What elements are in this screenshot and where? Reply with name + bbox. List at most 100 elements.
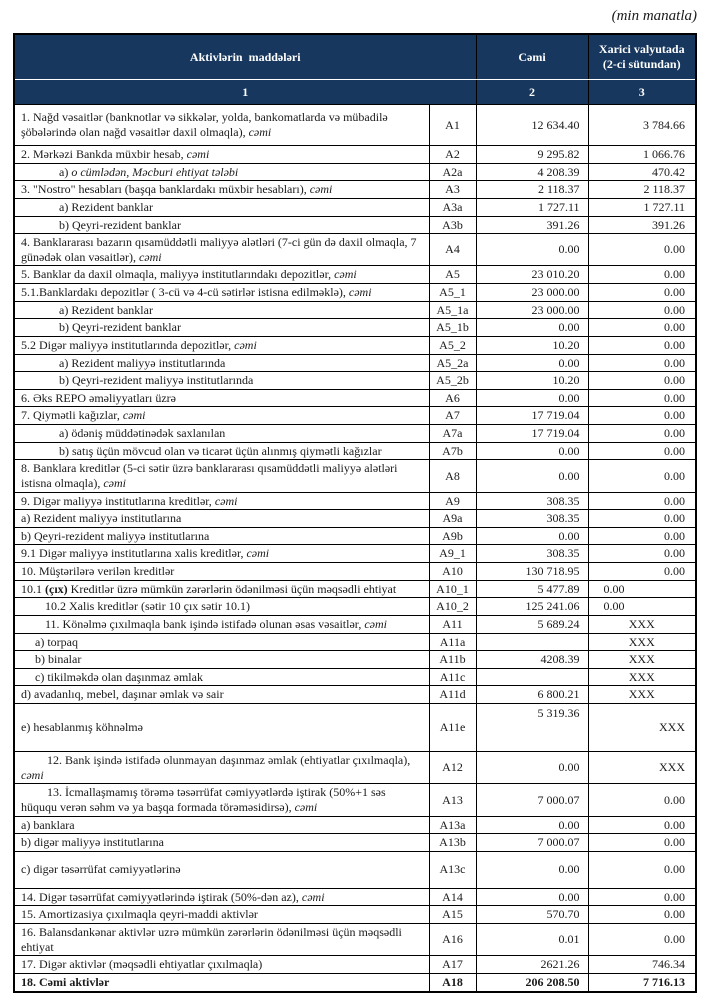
row-code: A13 <box>428 783 477 817</box>
row-label-main: 12. Bank işində istifadə olunmayan daşın… <box>47 753 411 767</box>
row-foreign-value: 0.00 <box>587 318 697 337</box>
row-label-main: b) Qeyri-rezident maliyyə institutlarınd… <box>59 373 254 388</box>
row-foreign-value: 0.00 <box>587 833 697 852</box>
row-foreign-value: 0.00 <box>587 353 697 373</box>
row-foreign-value: 0.00 <box>587 441 697 461</box>
row-foreign-value: 0.00 <box>587 850 697 889</box>
row-code: A5_2b <box>428 371 477 390</box>
row-code: A5_2 <box>428 335 477 355</box>
row-label-main: b) binalar <box>35 652 82 667</box>
row-label: 16. Balansdankənar aktivlər uzrə mümkün … <box>13 922 430 957</box>
row-total-value: 0.00 <box>475 887 589 907</box>
row-total-value: 23 010.20 <box>475 265 589 284</box>
row-foreign-value: 0.00 <box>587 459 697 493</box>
row-label: b) binalar <box>13 650 430 669</box>
row-foreign-value: 0.00 <box>587 905 697 924</box>
row-code: A11d <box>428 685 477 704</box>
table-row: 10.2 Xalis kreditlər (sətir 10 çıx sətir… <box>13 597 697 616</box>
table-row: d) avadanlıq, mebel, daşınar əmlak və sa… <box>13 685 697 704</box>
row-label: a) ödəniş müddətinədək saxlanılan <box>13 424 430 443</box>
row-code: A11e <box>428 703 477 752</box>
row-total-value: 17 719.04 <box>475 406 589 425</box>
row-foreign-value: XXX <box>587 650 697 669</box>
row-total-value: 5 477.89 <box>475 579 589 599</box>
row-foreign-value: 0.00 <box>587 388 697 408</box>
row-total-value: 5 689.24 <box>475 614 589 634</box>
header-colnum-2: 2 <box>475 79 589 105</box>
row-foreign-value: 7 716.13 <box>587 972 697 993</box>
row-foreign-value: 2 118.37 <box>587 180 697 199</box>
row-label-italic: cəmi <box>294 799 318 814</box>
row-label-italic: cəmi <box>246 546 270 561</box>
row-total-value: 9 295.82 <box>475 145 589 164</box>
row-foreign-value: 0.00 <box>587 406 697 425</box>
row-label: b) digər maliyyə institutlarına <box>13 833 430 852</box>
row-foreign-value: 1 727.11 <box>587 197 697 217</box>
row-foreign-value: 0.00 <box>587 233 697 267</box>
row-label-italic: cəmi <box>122 408 146 423</box>
table-row: b) Qeyri-rezident banklar A3b 391.26 391.26 <box>13 215 697 235</box>
row-foreign-value: 0.00 <box>587 283 697 302</box>
row-total-value: 10.20 <box>475 335 589 355</box>
row-foreign-value: XXX <box>587 750 697 785</box>
header-items-label: Aktivlərin maddələri <box>13 33 477 80</box>
row-label-italic: cəmi <box>138 249 162 264</box>
row-label-italic: cəmi <box>21 767 44 782</box>
row-label-italic: cəmi <box>248 125 272 139</box>
row-label-main: c) digər təsərrüfat cəmiyyətlərinə <box>21 862 181 877</box>
row-total-value: 4 208.39 <box>475 162 589 182</box>
row-label: 10.2 Xalis kreditlər (sətir 10 çıx sətir… <box>13 597 430 616</box>
row-code: A13a <box>428 815 477 835</box>
row-foreign-value: XXX <box>587 703 697 752</box>
row-label-italic: o cümlədən, Məcburi ehtiyat tələbi <box>71 164 239 179</box>
header-colnum-3: 3 <box>587 79 697 105</box>
row-code: A12 <box>428 750 477 785</box>
row-code: A10 <box>428 562 477 581</box>
row-total-value: 4208.39 <box>475 650 589 669</box>
table-row: 2. Mərkəzi Bankda müxbir hesab, cəmi A2 9 … <box>13 145 697 164</box>
header-number-row: 1 2 3 <box>13 79 697 105</box>
row-label-main: 16. Balansdankənar aktivlər uzrə mümkün … <box>21 925 402 954</box>
row-label: 17. Digər aktivlər (məqsədli ehtiyatlar … <box>13 955 430 974</box>
row-label-main: 13. İcmallaşmamış törəmə təsərrüfat cəmi… <box>21 785 386 814</box>
row-label-main: b) satış üçün mövcud olan və ticarət üçü… <box>59 443 382 458</box>
row-code: A4 <box>428 233 477 267</box>
row-label-main: 2. Mərkəzi Bankda müxbir hesab, <box>21 147 187 161</box>
row-label-main: 10. Müştərilərə verilən kreditlər <box>21 564 175 578</box>
row-label: c) tikilməkdə olan daşınmaz əmlak <box>13 667 430 687</box>
row-label: 10.1 (çıx) Kreditlər üzrə mümkün zərərlə… <box>13 579 430 599</box>
table-row: 16. Balansdankənar aktivlər uzrə mümkün … <box>13 922 697 957</box>
row-total-value: 0.00 <box>475 441 589 461</box>
row-label: 11. Könəlmə çıxılmaqla bank işində istif… <box>13 614 430 634</box>
row-foreign-value: 0.00 <box>587 509 697 528</box>
row-total-value: 0.00 <box>475 750 589 785</box>
row-code: A11 <box>428 614 477 634</box>
row-code: A11a <box>428 632 477 652</box>
row-label-main: a) banklara <box>21 817 75 832</box>
table-row: 5.2 Digər maliyyə institutlarında depozi… <box>13 335 697 355</box>
row-foreign-value: 0.00 <box>587 544 697 563</box>
row-label-italic: cəmi <box>334 267 357 282</box>
row-label-boldpart: (çıx) <box>45 581 68 596</box>
row-label-main: a) Rezident maliyyə institutlarında <box>59 355 226 370</box>
row-label-main: 3. "Nostro" hesabları (başqa banklardakı… <box>21 182 310 197</box>
table-row: 13. İcmallaşmamış törəmə təsərrüfat cəmi… <box>13 783 697 817</box>
row-label: b) Qeyri-rezident maliyyə institutlarına <box>13 526 430 546</box>
row-total-value <box>475 632 589 652</box>
row-code: A3b <box>428 215 477 235</box>
row-foreign-value: 0.00 <box>587 424 697 443</box>
header-title-row: Aktivlərin maddələri Cəmi Xarici valyuta… <box>13 33 697 80</box>
row-label: e) hesablanmış köhnəlmə <box>13 703 430 752</box>
row-foreign-value: XXX <box>587 685 697 704</box>
row-label-main: 6. Əks REPO əməliyyatları üzrə <box>21 390 176 405</box>
row-code: A11c <box>428 667 477 687</box>
table-row: 1. Nağd vəsaitlər (banknotlar və sikkələ… <box>13 104 697 146</box>
row-label: c) digər təsərrüfat cəmiyyətlərinə <box>13 850 430 889</box>
row-label-main: b) Qeyri-rezident banklar <box>59 320 181 335</box>
row-code: A9_1 <box>428 544 477 563</box>
row-total-value: 7 000.07 <box>475 783 589 817</box>
table-row: b) digər maliyyə institutlarına A13b 7 000… <box>13 833 697 852</box>
table-row: a) o cümlədən, Məcburi ehtiyat tələbi A2a… <box>13 162 697 182</box>
row-label: 3. "Nostro" hesabları (başqa banklardakı… <box>13 180 430 199</box>
